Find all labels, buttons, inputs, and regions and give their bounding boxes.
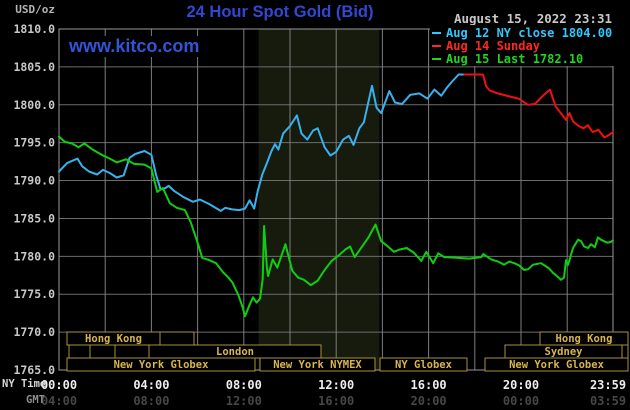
x-tick-ny: 16:00 (411, 378, 447, 392)
y-tick-label: 1770.0 (13, 325, 55, 339)
series-line-0 (58, 73, 466, 212)
gmt-axis-label: GMT (26, 394, 45, 406)
x-tick-ny: 08:00 (226, 378, 262, 392)
session-box (159, 331, 195, 346)
session-box (114, 344, 150, 359)
gridlines (59, 29, 613, 370)
series-line-1 (463, 73, 614, 139)
legend-dash-icon (432, 57, 441, 60)
x-tick-ny: 00:00 (41, 378, 77, 392)
ny-time-axis-label: NY Time (2, 378, 47, 390)
y-tick-label: 1810.0 (13, 22, 55, 36)
x-tick-gmt: 12:00 (226, 394, 262, 408)
x-tick-gmt: 04:00 (41, 394, 77, 408)
chart-legend: Aug 12 NY close 1804.00 Aug 14 Sunday Au… (430, 25, 615, 66)
session-label: New York NYMEX (273, 359, 362, 371)
session-box (621, 344, 629, 359)
legend-dash-icon (432, 44, 441, 47)
y-axis-unit-label: USD/oz (15, 3, 55, 16)
x-tick-ny: 12:00 (318, 378, 354, 392)
x-axis-labels: 00:00 04:00 04:00 08:00 08:00 12:00 12:00 16:00… (41, 378, 626, 408)
x-tick-gmt: 20:00 (411, 394, 447, 408)
session-box (89, 344, 116, 359)
x-tick-ny: 04:00 (133, 378, 169, 392)
legend-label: Aug 14 Sunday (446, 38, 540, 53)
session-label: Hong Kong (556, 333, 613, 345)
x-tick-ny: 20:00 (503, 378, 539, 392)
session-label: Sydney (545, 346, 584, 358)
y-tick-label: 1795.0 (13, 136, 55, 150)
series-line-2 (58, 135, 614, 318)
x-tick-ny: 23:59 (590, 378, 626, 392)
session-box (66, 357, 256, 372)
legend-label: Aug 15 Last 1782.10 (446, 51, 584, 66)
x-tick-gmt: 08:00 (133, 394, 169, 408)
y-tick-label: 1765.0 (13, 363, 55, 377)
session-box (484, 357, 629, 372)
session-box (379, 357, 468, 372)
legend-row-aug14: Aug 14 Sunday (432, 38, 612, 53)
y-tick-label: 1790.0 (13, 174, 55, 188)
session-box (259, 357, 376, 372)
y-tick-label: 1805.0 (13, 60, 55, 74)
legend-row-aug12: Aug 12 NY close 1804.00 (432, 25, 613, 40)
session-label: NY Globex (395, 359, 453, 371)
y-tick-label: 1780.0 (13, 249, 55, 263)
legend-label: Aug 12 NY close 1804.00 (446, 25, 613, 40)
session-label: London (216, 346, 254, 358)
y-tick-label: 1785.0 (13, 211, 55, 225)
x-tick-gmt: 00:00 (503, 394, 539, 408)
nymex-session-shading (258, 29, 380, 370)
session-label: Hong Kong (85, 333, 142, 345)
x-tick-gmt: 03:59 (590, 394, 626, 408)
legend-dash-icon (432, 31, 441, 34)
y-tick-label: 1775.0 (13, 287, 55, 301)
session-label: New York Globex (114, 359, 210, 371)
y-axis-labels: 1810.0 1805.0 1800.0 1795.0 1790.0 1785.0 1780… (13, 22, 55, 377)
y-tick-label: 1800.0 (13, 98, 55, 112)
chart-timestamp: August 15, 2022 23:31 (453, 11, 612, 26)
x-tick-gmt: 16:00 (318, 394, 354, 408)
kitco-watermark: www.kitco.com (66, 36, 203, 57)
session-label: New York Globex (509, 359, 605, 371)
page-title: 24 Hour Spot Gold (Bid) (186, 3, 374, 21)
session-box (68, 344, 91, 359)
legend-row-aug15: Aug 15 Last 1782.10 (432, 51, 612, 66)
